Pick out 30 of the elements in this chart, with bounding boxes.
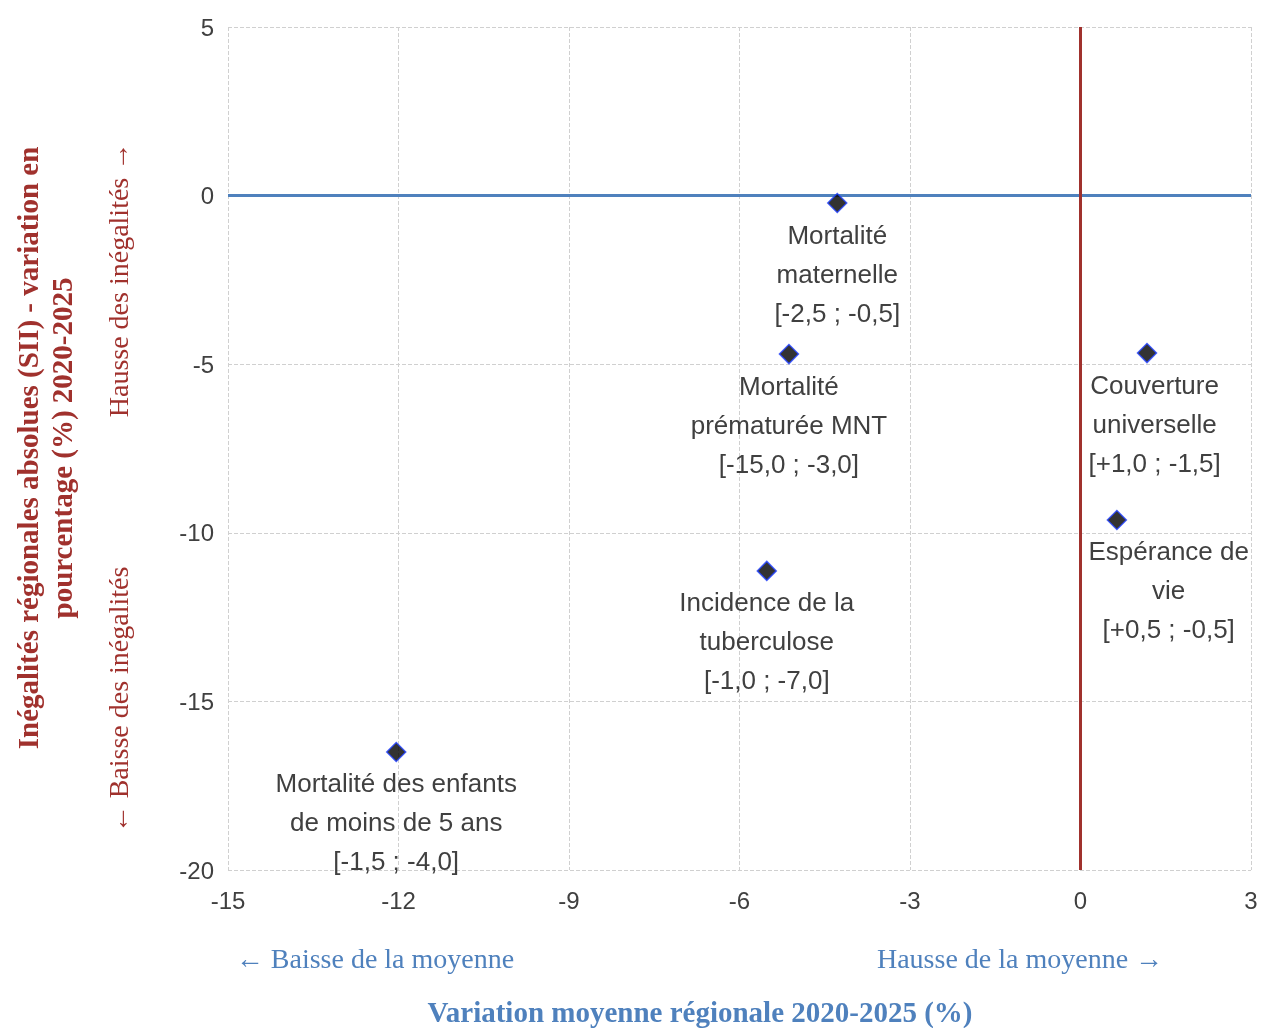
text: ← Baisse de la moyenne [235,942,515,974]
x-tick-label: 3 [1244,886,1258,914]
x-tick-label: -9 [558,886,580,914]
y-tick-label: 5 [200,13,214,41]
point [1106,509,1128,531]
point [385,741,407,763]
x-tick-label: 0 [1073,886,1088,914]
y-tick-label: -10 [179,519,214,547]
point [827,192,848,214]
annotation: Mortalité des enfants de moins de 5 ans [-1,5 ; -4,0] [275,768,517,877]
point [1136,342,1158,364]
annotation: Mortalité maternelle [-2,5 ; -0,5] [774,219,901,328]
text: Hausse des inégalités → [102,142,134,418]
annotation: Espérance de vie [+0,5 ; -0,5] [1088,536,1249,645]
y-tick-label: -20 [179,856,214,884]
x-tick-label: -3 [899,886,921,914]
y-tick-label: -15 [179,687,214,715]
x-axis-title: Variation moyenne régionale 2020-2025 (%) [427,996,973,1028]
point [756,560,778,582]
text: Hausse de la moyenne → [876,942,1164,974]
y-tick-label: -5 [192,350,214,378]
annotation: Incidence de la tuberculose [-1,0 ; -7,0] [679,587,855,696]
annotation: Mortalité prématurée MNT [-15,0 ; -3,0] [690,370,888,479]
text: ← Baisse des inégalités [102,566,134,834]
y-tick-label: 0 [200,182,214,210]
x-tick-label: -6 [728,886,751,914]
annotation: Couverture universelle [+1,0 ; -1,5] [1088,369,1221,478]
x-tick-label: -12 [381,886,416,914]
point [778,343,800,365]
y-axis-title: Inégalités régionales absolues (SII) - variation en pourcentage (%) 2020-2025 [12,146,79,750]
